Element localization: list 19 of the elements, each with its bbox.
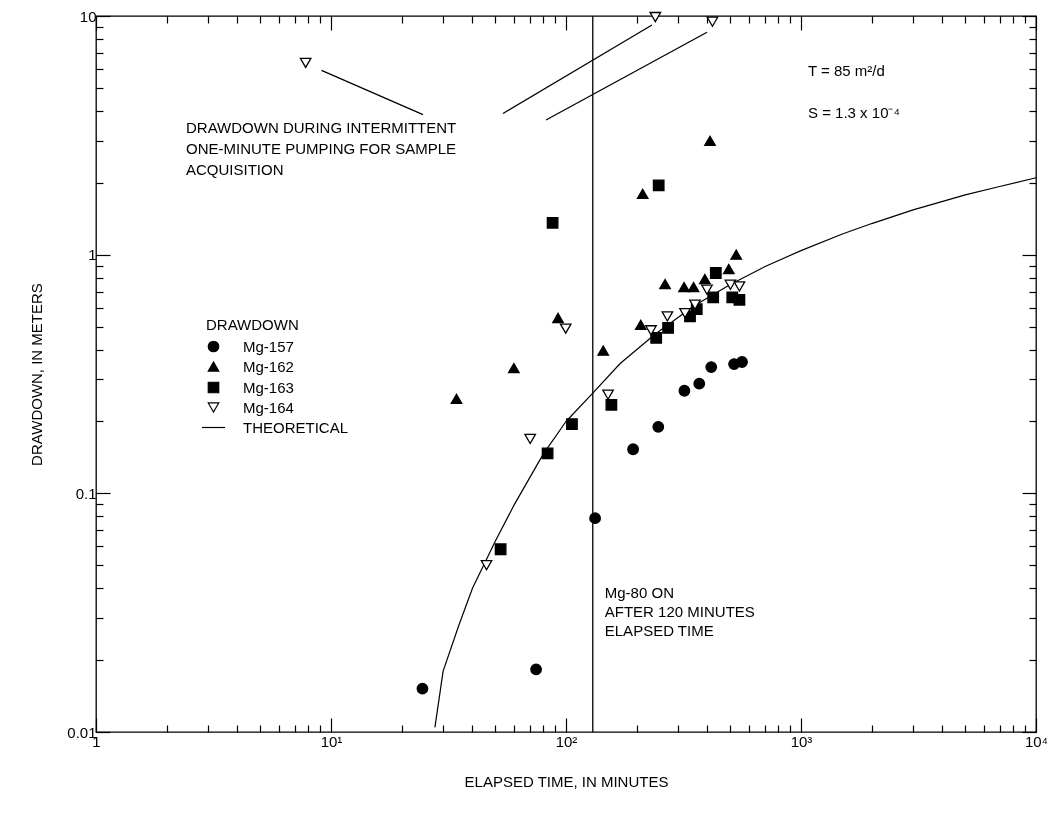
annotation: S = 1.3 x 10⁻⁴ <box>808 104 900 121</box>
annotation: DRAWDOWN DURING INTERMITTENT ONE-MINUTE PUMPING FOR SAMPLE ACQUISITION <box>186 119 457 178</box>
y-axis-title: DRAWDOWN, IN METERS <box>28 283 46 466</box>
x-tick-label: 10¹ <box>320 732 343 750</box>
x-tick-label: 10⁴ <box>1024 732 1049 750</box>
x-tick-label: 10³ <box>790 732 813 750</box>
legend-title: DRAWDOWN <box>206 316 299 333</box>
legend-label: Mg-162 <box>243 357 294 375</box>
y-tick-label: 1 <box>88 246 97 264</box>
y-tick-label: 0.1 <box>75 484 97 502</box>
legend-label: Mg-163 <box>243 378 294 396</box>
y-tick-label: 10 <box>79 7 97 25</box>
x-tick-label: 10² <box>555 732 578 750</box>
legend-label: Mg-164 <box>243 398 294 416</box>
ref-line-label: Mg-80 ON AFTER 120 MINUTES ELAPSED TIME <box>604 584 755 639</box>
x-axis-title: ELAPSED TIME, IN MINUTES <box>464 772 669 790</box>
annotation: T = 85 m²/d <box>808 62 885 79</box>
legend-label: Mg-157 <box>243 337 294 355</box>
legend-label: THEORETICAL <box>243 418 349 436</box>
